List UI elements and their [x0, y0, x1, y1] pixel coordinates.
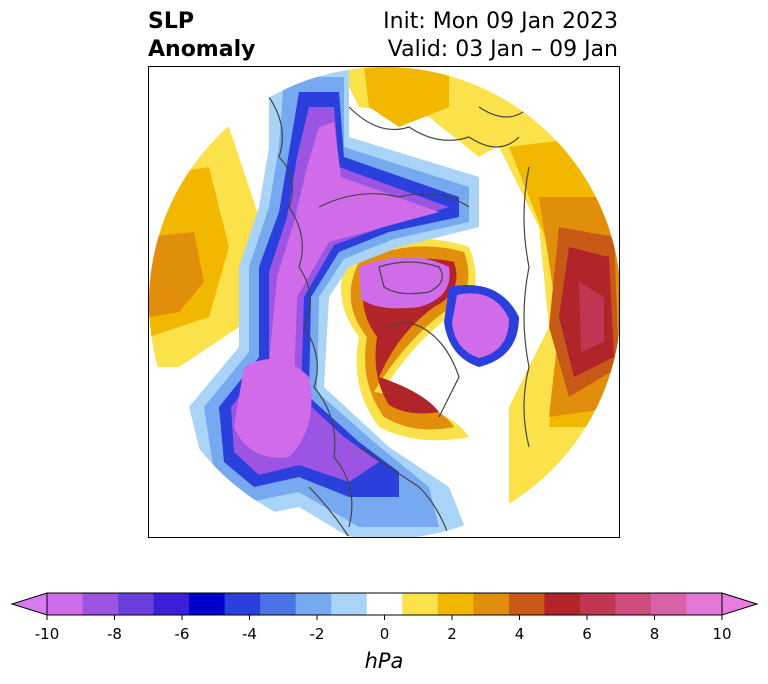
polar-map: [148, 66, 620, 538]
colorbar-cells: [47, 593, 723, 615]
colorbar-cell: [331, 593, 368, 615]
colorbar-cell: [82, 593, 119, 615]
anomaly-field: [149, 67, 619, 537]
colorbar-cell: [295, 593, 332, 615]
colorbar-tick-label: 10: [712, 625, 731, 643]
colorbar-tick-label: -10: [35, 625, 60, 643]
colorbar-cell: [650, 593, 687, 615]
slp-anomaly-map: [149, 67, 619, 537]
colorbar-cell: [402, 593, 439, 615]
colorbar-cell: [118, 593, 155, 615]
title-variable: SLP: [148, 9, 194, 34]
colorbar-ticks: -10 -8 -6 -4 -2 0 2 4 6 8 10: [35, 615, 732, 643]
map-title-right: Init: Mon 09 Jan 2023 Valid: 03 Jan – 09…: [383, 8, 618, 64]
colorbar-cell: [47, 593, 84, 615]
colorbar-cell: [260, 593, 297, 615]
colorbar-tick-label: 2: [447, 625, 457, 643]
colorbar-tick-label: 6: [582, 625, 592, 643]
colorbar-cell: [224, 593, 261, 615]
colorbar-cell: [686, 593, 723, 615]
colorbar-cell: [544, 593, 581, 615]
colorbar-tick-label: -6: [175, 625, 190, 643]
colorbar-tick-label: 8: [650, 625, 660, 643]
colorbar-cell: [153, 593, 190, 615]
init-date: Init: Mon 09 Jan 2023: [383, 9, 618, 34]
colorbar-tick-label: -8: [107, 625, 122, 643]
coastlines: [268, 96, 580, 537]
colorbar-cell: [579, 593, 616, 615]
map-title-left: SLP Anomaly: [148, 8, 255, 64]
colorbar-cell: [189, 593, 226, 615]
valid-range: Valid: 03 Jan – 09 Jan: [387, 37, 618, 62]
title-anomaly: Anomaly: [148, 37, 256, 62]
colorbar: -10 -8 -6 -4 -2 0 2 4 6 8 10 hPa: [10, 592, 759, 673]
colorbar-tick-label: -4: [242, 625, 257, 643]
colorbar-under-arrow: [10, 592, 48, 616]
colorbar-cell: [615, 593, 652, 615]
colorbar-tick-label: -2: [310, 625, 325, 643]
colorbar-cell: [473, 593, 510, 615]
colorbar-tick-label: 4: [515, 625, 525, 643]
colorbar-tick-label: 0: [380, 625, 390, 643]
colorbar-cell: [508, 593, 545, 615]
colorbar-unit: hPa: [365, 649, 404, 673]
colorbar-cell: [437, 593, 474, 615]
colorbar-cell: [366, 593, 403, 615]
colorbar-over-arrow: [721, 592, 759, 616]
